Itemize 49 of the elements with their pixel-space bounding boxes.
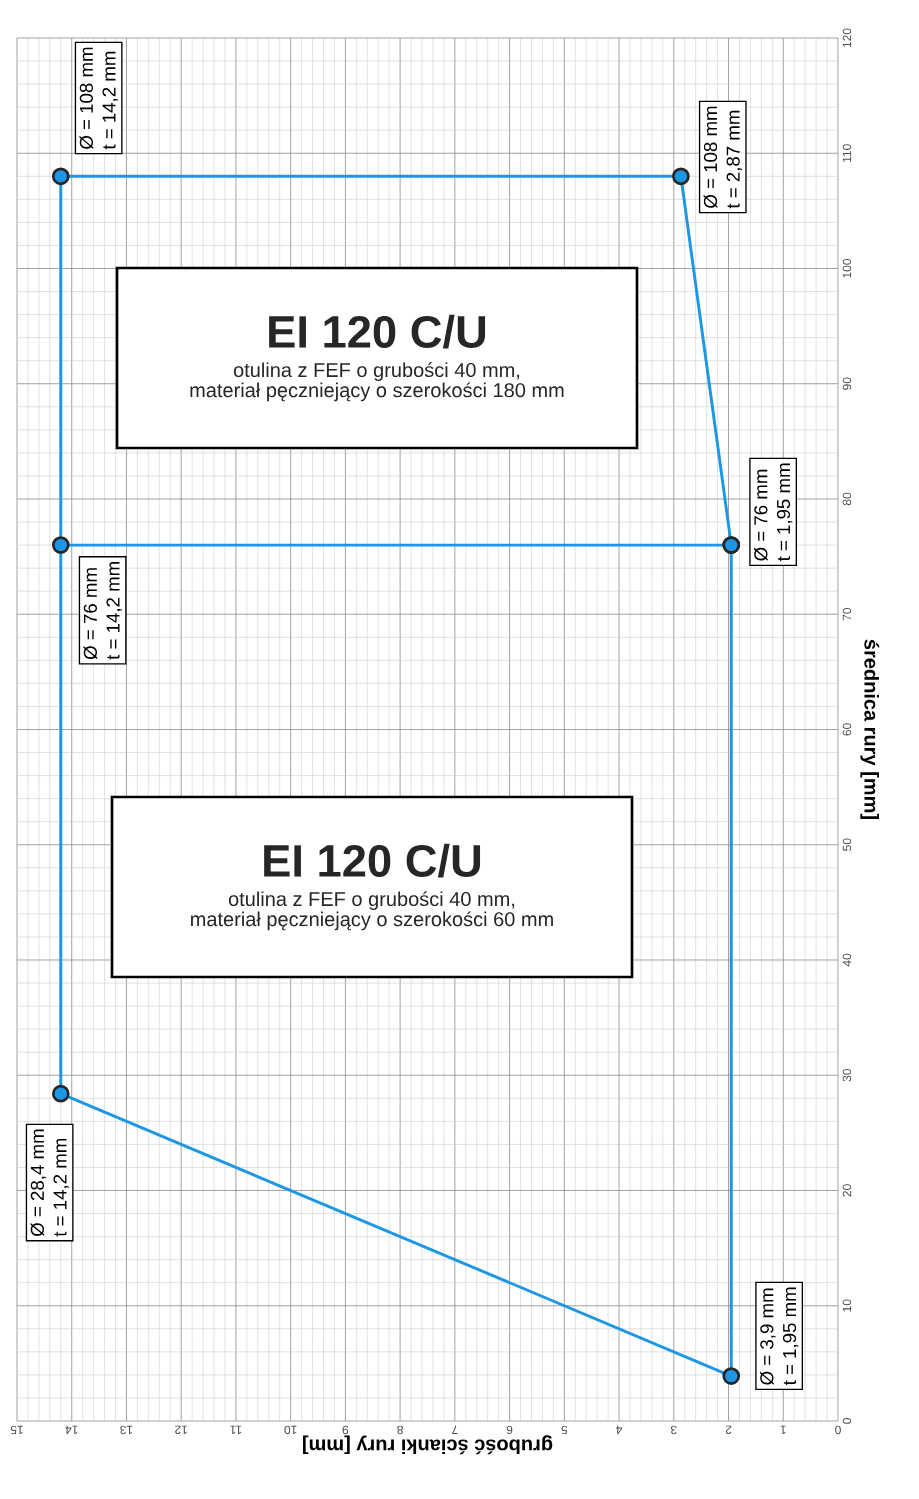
annotation: t = 14,2 mm	[53, 1138, 69, 1237]
y-tick-label: 110	[842, 144, 852, 162]
y-tick-label: 60	[842, 723, 852, 736]
annotation: Ø = 108 mm	[703, 106, 718, 208]
x-tick-label: 11	[230, 1425, 242, 1434]
x-tick-label: 12	[175, 1425, 187, 1435]
annotation: Ø = 28,4 mm	[30, 1129, 47, 1237]
annotation: materiał pęczniejący o szerokości 60 mm	[191, 911, 553, 931]
x-tick-label: 7	[452, 1425, 458, 1434]
annotation: t = 1,95 mm	[782, 1287, 799, 1386]
x-tick-label: 15	[10, 1425, 23, 1435]
annotation: EI 120 C/U	[264, 843, 481, 878]
y-tick-label: 120	[842, 28, 852, 48]
y-tick-label: 70	[842, 608, 852, 621]
annotation: Ø = 76 mm	[753, 469, 768, 561]
y-tick-label: 50	[842, 838, 852, 851]
annotation: Ø = 76 mm	[83, 568, 98, 660]
y-tick-label: 0	[842, 1418, 852, 1424]
y-tick-label: 10	[842, 1299, 852, 1312]
y-tick-label: 80	[842, 492, 852, 506]
x-tick-label: 8	[397, 1425, 403, 1435]
annotation: materiał pęczniejący o szerokości 180 mm	[190, 382, 564, 402]
x-tick-label: 4	[616, 1425, 623, 1434]
x-tick-label: 0	[835, 1425, 841, 1435]
annotation: t = 1,95 mm	[776, 463, 793, 562]
x-tick-label: 14	[65, 1425, 78, 1434]
y-tick-label: 20	[842, 1184, 852, 1197]
x-tick-label: 2	[725, 1425, 732, 1435]
annotation: otulina z FEF o grubości 40 mm,	[233, 362, 520, 382]
annotation: t = 14,2 mm	[106, 562, 122, 660]
y-axis-title: średnica rury [mm]	[860, 639, 880, 819]
annotation: t = 14,2 mm	[102, 51, 118, 150]
x-tick-label: 5	[561, 1425, 568, 1435]
x-tick-label: 6	[506, 1425, 513, 1435]
y-tick-label: 100	[842, 258, 852, 278]
x-tick-label: 3	[670, 1425, 677, 1435]
y-tick-label: 30	[842, 1069, 852, 1082]
y-tick-label: 90	[842, 377, 852, 390]
annotation: EI 120 C/U	[269, 314, 486, 349]
x-tick-label: 13	[120, 1425, 133, 1435]
y-tick-label: 40	[842, 953, 852, 967]
annotation: Ø = 108 mm	[79, 47, 94, 149]
x-tick-label: 9	[342, 1425, 349, 1435]
x-axis-title: grubość ścianki rury [mm]	[303, 1435, 553, 1455]
annotation: otulina z FEF o grubości 40 mm,	[228, 891, 515, 911]
x-tick-label: 1	[780, 1425, 786, 1434]
x-tick-label: 10	[284, 1425, 297, 1435]
annotation: Ø = 3,9 mm	[759, 1288, 776, 1385]
annotation: t = 2,87 mm	[726, 110, 742, 209]
